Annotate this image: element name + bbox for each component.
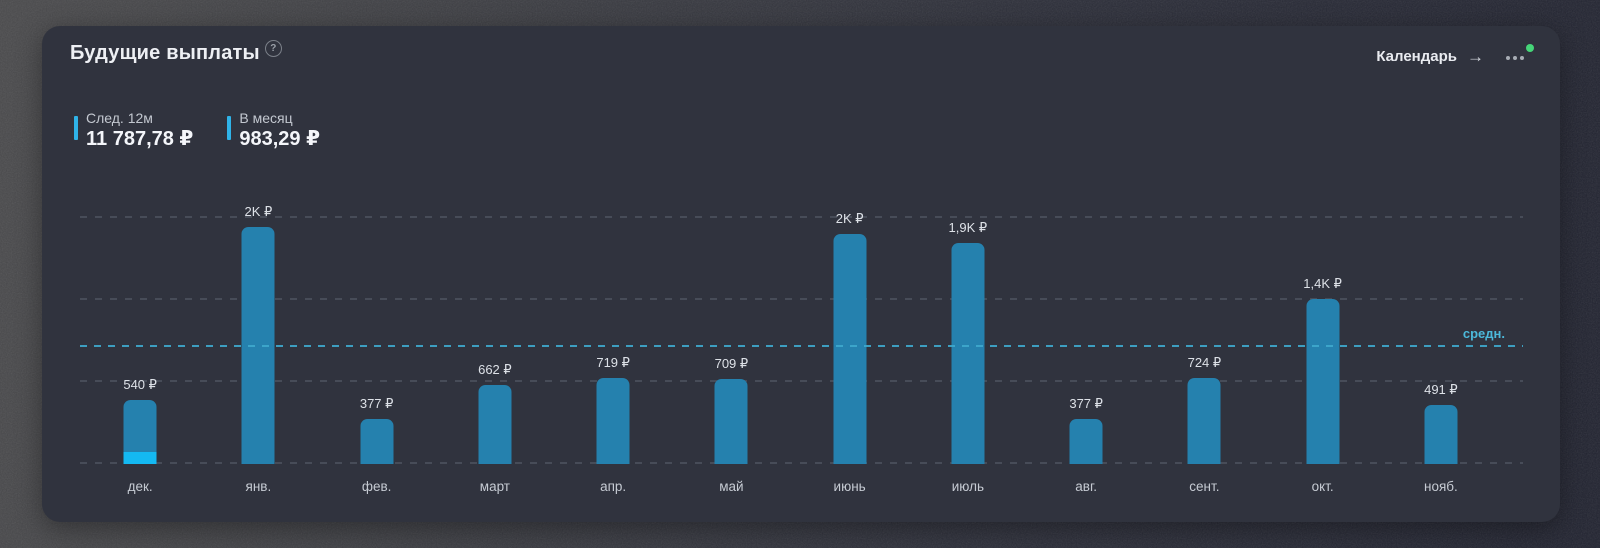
bar-value-label: 377 ₽ [1069, 396, 1103, 411]
chart-bar[interactable] [1069, 419, 1103, 464]
header-controls: Календарь → [1376, 44, 1534, 66]
chart-column: 540 ₽ дек. [81, 216, 199, 494]
chart-bar[interactable] [1187, 378, 1221, 464]
bar-value-label: 662 ₽ [478, 362, 512, 377]
bar-value-label: 709 ₽ [714, 356, 749, 371]
bar-value-label: 719 ₽ [596, 355, 630, 370]
more-menu-button[interactable] [1500, 44, 1534, 66]
average-label: средн. [1462, 326, 1505, 341]
stat-per-month: В месяц 983,29 ₽ [227, 109, 320, 152]
more-horizontal-icon [1506, 56, 1510, 60]
chart-bar[interactable] [833, 234, 867, 464]
gridline [80, 462, 1523, 464]
stat-label: След. 12м [86, 110, 153, 126]
bar-value-label: 724 ₽ [1187, 355, 1222, 370]
gridline [80, 380, 1523, 382]
chart-column: 2K ₽ янв. [199, 204, 317, 494]
bar-value-label: 1,4K ₽ [1303, 276, 1342, 291]
stat-accent-bar [227, 116, 232, 140]
chart-bar[interactable] [478, 385, 512, 464]
summary-stats: След. 12м 11 787,78 ₽ В месяц 983,29 ₽ [74, 109, 320, 152]
bars-row: 540 ₽ дек. 2K ₽ янв. 377 ₽ фев. 662 ₽ март 719 ₽… [81, 204, 1500, 494]
bar-highlight-segment [123, 452, 157, 464]
chart-bar[interactable] [360, 419, 394, 464]
bar-value-label: 2K ₽ [835, 211, 864, 226]
gridline [80, 216, 1523, 218]
calendar-link-label: Календарь [1376, 47, 1457, 65]
chart-bar[interactable] [714, 379, 748, 464]
chart-column: 377 ₽ фев. [318, 216, 436, 494]
chart-column: 709 ₽ май [672, 216, 790, 494]
chart-column: 377 ₽ авг. [1027, 216, 1145, 494]
bar-value-label: 2K ₽ [244, 204, 273, 219]
month-label: июль [951, 479, 985, 494]
bar-value-label: 540 ₽ [123, 377, 157, 392]
chart-bar[interactable] [1306, 299, 1340, 464]
chart-column: 2K ₽ июнь [791, 211, 909, 494]
chart-column: 1,9K ₽ июль [909, 216, 1027, 494]
chart-column: 662 ₽ март [436, 216, 554, 494]
stat-value: 983,29 ₽ [239, 128, 320, 150]
arrow-right-icon: → [1467, 46, 1484, 66]
month-label: май [719, 479, 744, 494]
card-header: Будущие выплаты? Календарь → [70, 40, 1534, 78]
chart-bar[interactable] [951, 243, 985, 464]
month-label: март [479, 479, 510, 494]
month-label: янв. [245, 479, 272, 494]
future-payments-card: Будущие выплаты? Календарь → След. 12м 1… [42, 26, 1560, 522]
chart-column: 719 ₽ апр. [554, 216, 672, 494]
stat-value: 11 787,78 ₽ [86, 128, 194, 150]
month-label: апр. [600, 479, 627, 494]
notification-dot [1526, 44, 1534, 52]
stat-accent-bar [74, 116, 78, 140]
month-label: дек. [127, 479, 153, 494]
page-title: Будущие выплаты [70, 42, 260, 64]
chart-bar[interactable] [123, 400, 157, 464]
chart-column: 1,4K ₽ окт. [1264, 216, 1382, 494]
chart-column: 724 ₽ сент. [1145, 216, 1263, 494]
help-icon[interactable]: ? [264, 40, 282, 57]
month-label: июнь [833, 479, 866, 494]
bar-value-label: 377 ₽ [359, 396, 394, 411]
stat-next-12m: След. 12м 11 787,78 ₽ [74, 109, 193, 152]
average-line [80, 345, 1523, 347]
month-label: сент. [1189, 479, 1220, 494]
chart-bar[interactable] [1424, 405, 1458, 464]
more-horizontal-icon [1520, 56, 1524, 60]
stat-label: В месяц [239, 110, 293, 126]
chart-bar[interactable] [596, 378, 630, 464]
month-label: нояб. [1423, 479, 1458, 494]
month-label: авг. [1075, 479, 1097, 494]
calendar-link[interactable]: Календарь → [1376, 48, 1484, 65]
chart: средн. 540 ₽ дек. 2K ₽ янв. 377 ₽ фев. 662 ₽ мар… [80, 204, 1523, 494]
bar-value-label: 1,9K ₽ [948, 220, 988, 235]
month-label: фев. [361, 479, 392, 494]
gridline [80, 298, 1523, 300]
month-label: окт. [1311, 479, 1334, 494]
more-horizontal-icon [1513, 56, 1517, 60]
bar-value-label: 491 ₽ [1424, 382, 1458, 397]
